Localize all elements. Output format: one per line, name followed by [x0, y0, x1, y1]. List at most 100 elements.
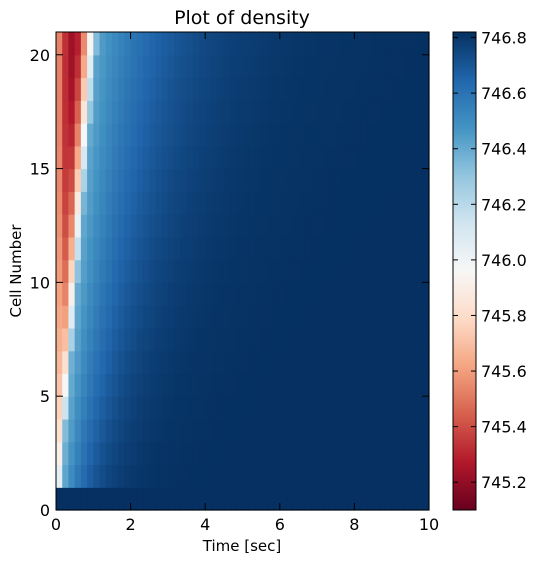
- heatmap-cell: [385, 350, 393, 375]
- heatmap-cell: [329, 214, 337, 238]
- heatmap-cell: [130, 32, 138, 56]
- heatmap-cell: [329, 100, 337, 124]
- heatmap-cell: [422, 168, 430, 192]
- heatmap-cell: [341, 441, 349, 466]
- heatmap-cell: [80, 191, 88, 215]
- heatmap-cell: [62, 236, 70, 261]
- heatmap-cell: [298, 32, 306, 56]
- heatmap-cell: [391, 396, 399, 420]
- heatmap-cell: [174, 373, 181, 397]
- heatmap-cell: [385, 327, 393, 352]
- heatmap-cell: [348, 305, 355, 329]
- heatmap-cell: [422, 100, 430, 124]
- heatmap-cell: [180, 54, 188, 79]
- heatmap-cell: [111, 191, 119, 215]
- heatmap-cell: [261, 282, 268, 306]
- heatmap-cell: [211, 396, 219, 420]
- heatmap-cell: [304, 100, 312, 124]
- heatmap-cell: [286, 464, 293, 488]
- heatmap-cell: [74, 77, 82, 101]
- heatmap-cell: [404, 418, 411, 443]
- heatmap-cell: [254, 418, 262, 443]
- heatmap-cell: [74, 464, 82, 488]
- heatmap-cell: [379, 282, 387, 306]
- heatmap-cell: [360, 54, 368, 79]
- heatmap-cell: [267, 145, 275, 170]
- heatmap-cell: [422, 441, 430, 466]
- heatmap-cell: [248, 214, 256, 238]
- heatmap-cell: [298, 168, 306, 192]
- heatmap-cell: [217, 54, 225, 79]
- heatmap-cell: [111, 350, 119, 375]
- heatmap-cell: [348, 441, 355, 466]
- heatmap-cell: [124, 54, 132, 79]
- heatmap-cell: [261, 168, 268, 192]
- heatmap-cell: [198, 350, 206, 375]
- heatmap-cell: [298, 123, 306, 147]
- heatmap-cell: [161, 441, 169, 466]
- heatmap-cell: [360, 464, 368, 488]
- heatmap-cell: [167, 123, 175, 147]
- heatmap-cell: [143, 396, 150, 420]
- heatmap-cell: [56, 100, 63, 124]
- heatmap-cell: [323, 350, 331, 375]
- heatmap-cell: [329, 54, 337, 79]
- heatmap-cell: [230, 327, 237, 352]
- heatmap-cell: [304, 191, 312, 215]
- heatmap-cell: [186, 282, 194, 306]
- heatmap-cell: [298, 236, 306, 261]
- heatmap-cell: [223, 77, 231, 101]
- heatmap-cell: [373, 418, 380, 443]
- heatmap-cell: [236, 123, 244, 147]
- heatmap-cell: [397, 54, 405, 79]
- heatmap-cell: [298, 191, 306, 215]
- heatmap-cell: [373, 305, 380, 329]
- heatmap-cell: [143, 418, 150, 443]
- heatmap-cell: [118, 191, 125, 215]
- heatmap-cell: [373, 32, 380, 56]
- heatmap-cell: [80, 54, 88, 79]
- heatmap-cell: [341, 259, 349, 283]
- heatmap-cell: [124, 305, 132, 329]
- heatmap-cell: [68, 305, 76, 329]
- heatmap-cell: [74, 54, 82, 79]
- heatmap-cell: [410, 259, 418, 283]
- heatmap-cell: [267, 327, 275, 352]
- heatmap-cell: [248, 100, 256, 124]
- heatmap-cell: [68, 259, 76, 283]
- colorbar-tick-label: 746.8: [481, 29, 527, 48]
- heatmap-cell: [155, 418, 163, 443]
- heatmap-cell: [217, 259, 225, 283]
- heatmap-cell: [87, 350, 94, 375]
- heatmap-cell: [167, 54, 175, 79]
- heatmap-cell: [205, 32, 213, 56]
- heatmap-cell: [161, 123, 169, 147]
- heatmap-cell: [93, 191, 101, 215]
- heatmap-cell: [323, 305, 331, 329]
- heatmap-cell: [279, 396, 287, 420]
- heatmap-cell: [261, 396, 268, 420]
- heatmap-cell: [273, 373, 281, 397]
- heatmap-cell: [385, 259, 393, 283]
- heatmap-cell: [416, 168, 424, 192]
- heatmap-cell: [354, 123, 362, 147]
- heatmap-cell: [230, 100, 237, 124]
- heatmap-cell: [373, 145, 380, 170]
- heatmap-cell: [62, 350, 70, 375]
- heatmap-cell: [248, 373, 256, 397]
- heatmap-cell: [286, 77, 293, 101]
- heatmap-cell: [105, 441, 113, 466]
- heatmap-cell: [286, 487, 293, 511]
- heatmap-cell: [317, 236, 324, 261]
- heatmap-cell: [391, 236, 399, 261]
- heatmap-cell: [198, 464, 206, 488]
- heatmap-cell: [385, 441, 393, 466]
- heatmap-cell: [341, 236, 349, 261]
- heatmap-cell: [416, 77, 424, 101]
- heatmap-cell: [242, 305, 250, 329]
- x-tick-label: 6: [275, 515, 285, 534]
- heatmap-cell: [242, 168, 250, 192]
- heatmap-cell: [105, 123, 113, 147]
- heatmap-cell: [211, 100, 219, 124]
- heatmap-cell: [410, 373, 418, 397]
